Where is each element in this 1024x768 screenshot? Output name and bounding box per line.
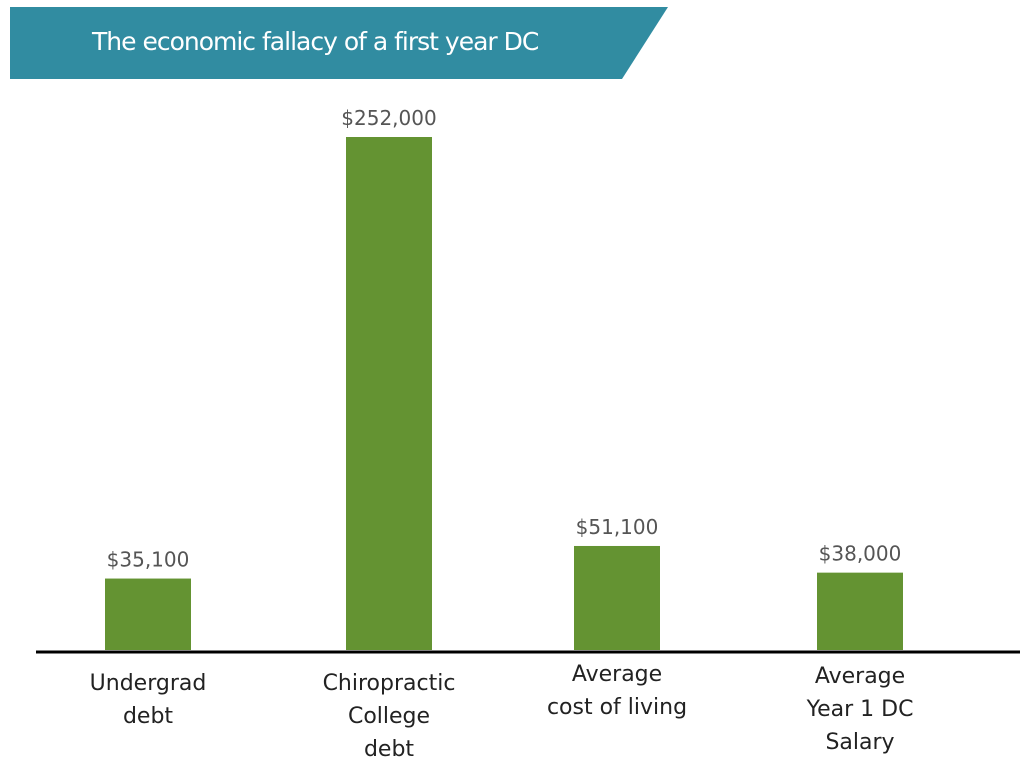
chart-title: The economic fallacy of a first year DC [92,27,539,56]
bar-1 [346,137,432,650]
category-label-0-line-0: Undergrad [90,671,207,696]
category-label-3-line-2: Salary [825,730,894,755]
bar-0 [105,578,191,650]
bars-group [105,137,903,650]
category-label-0-line-1: debt [123,704,173,729]
category-label-2-line-1: cost of living [547,695,687,720]
category-label-1-line-2: debt [364,737,414,762]
title-banner: The economic fallacy of a first year DC [10,7,670,79]
value-label-2: $51,100 [576,515,659,539]
category-label-1-line-0: Chiropractic [323,671,456,696]
title-banner-shape [10,7,668,79]
category-label-3-line-1: Year 1 DC [806,697,914,722]
bar-3 [817,572,903,650]
labels-group: $35,100 Undergrad debt $252,000 Chiropractic… [90,106,914,762]
bar-2 [574,545,660,650]
value-label-1: $252,000 [341,106,436,130]
value-label-3: $38,000 [819,542,902,566]
category-label-1-line-1: College [348,704,430,729]
category-label-2-line-0: Average [572,662,662,687]
value-label-0: $35,100 [107,548,190,572]
category-label-3-line-0: Average [815,664,905,689]
